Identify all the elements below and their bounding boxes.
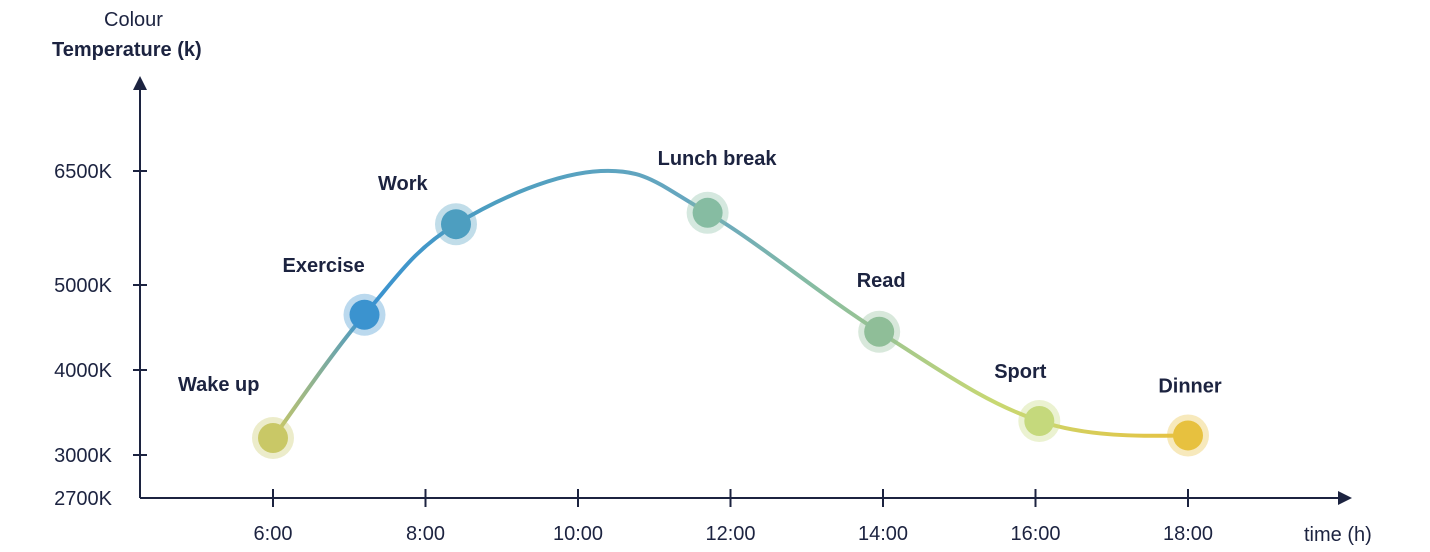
data-label: Wake up	[178, 374, 260, 396]
x-axis-arrow-icon	[1338, 491, 1352, 505]
data-label: Exercise	[283, 255, 365, 277]
data-points: Wake up Exercise Work Lunch break Read Sport D…	[178, 148, 1222, 459]
data-label: Work	[378, 173, 429, 195]
axes: Colour Temperature (k) time (h)	[52, 9, 1372, 546]
data-point	[441, 209, 471, 240]
data-label: Sport	[994, 361, 1047, 383]
data-label: Dinner	[1158, 375, 1222, 397]
y-tick-label: 2700K	[54, 488, 112, 510]
y-tick-label: 3000K	[54, 445, 112, 467]
x-tick-label: 6:00	[254, 523, 293, 545]
x-tick-label: 14:00	[858, 523, 908, 545]
data-point	[349, 299, 380, 330]
x-axis-title: time (h)	[1304, 524, 1372, 546]
x-tick-label: 10:00	[553, 523, 603, 545]
y-tick-label: 5000K	[54, 275, 112, 297]
y-axis-title-line2: Temperature (k)	[52, 39, 202, 61]
x-tick-label: 16:00	[1010, 523, 1060, 545]
data-point	[864, 316, 895, 347]
data-label: Read	[857, 270, 906, 292]
y-ticks: 6500K 5000K 4000K 3000K 2700K	[54, 161, 147, 510]
series-line	[271, 168, 1190, 440]
data-point	[258, 423, 288, 453]
data-point	[1173, 420, 1203, 451]
data-point	[1024, 406, 1055, 436]
y-axis-title-line1: Colour	[104, 9, 163, 31]
y-tick-label: 6500K	[54, 161, 112, 183]
y-tick-label: 4000K	[54, 360, 112, 382]
data-point	[692, 197, 723, 228]
x-ticks: 6:00 8:00 10:00 12:00 14:00 16:00 18:00	[254, 489, 1213, 545]
x-tick-label: 18:00	[1163, 523, 1213, 545]
x-tick-label: 8:00	[406, 523, 445, 545]
y-axis-arrow-icon	[133, 76, 147, 90]
x-tick-label: 12:00	[705, 523, 755, 545]
data-label: Lunch break	[658, 148, 778, 170]
